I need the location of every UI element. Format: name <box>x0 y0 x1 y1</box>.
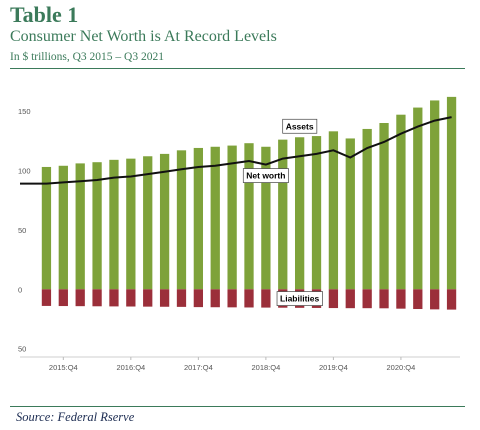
assets-bar <box>126 158 136 290</box>
assets-bar <box>311 136 322 290</box>
chart-area: 150 100 50 0 50 2015:Q4 2016:Q4 2017:Q4 2018:Q4… <box>10 77 466 389</box>
liabilities-bar <box>244 289 254 308</box>
liabilities-bar <box>261 289 271 308</box>
callout-box <box>242 168 289 183</box>
x-tick-label: 2018:Q4 <box>251 363 280 372</box>
assets-bar <box>143 156 153 290</box>
callout-box <box>282 118 318 134</box>
liabilities-bar <box>92 289 102 307</box>
assets-bar <box>109 159 119 290</box>
x-tick-label: 2020:Q4 <box>387 363 416 372</box>
assets-bar <box>193 147 204 290</box>
chart-svg: 150 100 50 0 50 2015:Q4 2016:Q4 2017:Q4 2018:Q4… <box>18 96 460 372</box>
assets-bar <box>92 162 102 290</box>
callout-label: Net worth <box>246 171 285 181</box>
liabilities-bar <box>430 289 440 310</box>
assets-bar <box>328 131 339 290</box>
y-tick-label: 50 <box>18 345 26 354</box>
assets-bar <box>430 100 440 290</box>
assets-bar <box>227 145 237 290</box>
liabilities-bar <box>193 289 204 308</box>
liabilities-bar <box>345 289 355 309</box>
top-rule <box>10 68 465 69</box>
chart-subtitle: Consumer Net Worth is At Record Levels <box>10 28 277 45</box>
bar-series <box>41 96 457 310</box>
assets-bar <box>396 114 406 290</box>
x-tick-label: 2016:Q4 <box>116 363 145 372</box>
callout-box <box>276 291 323 306</box>
callout-label: Liabilities <box>280 294 319 304</box>
assets-bar <box>446 96 457 290</box>
table-title: Table 1 <box>10 2 79 27</box>
liabilities-bar <box>227 289 237 308</box>
liabilities-bar <box>143 289 153 307</box>
assets-bar <box>379 123 389 290</box>
liabilities-bar <box>396 289 406 309</box>
x-tick-label: 2015:Q4 <box>49 363 78 372</box>
source-note: Source: Federal Rserve <box>16 410 135 424</box>
liabilities-bar <box>159 289 170 307</box>
y-tick-label: 150 <box>18 107 31 116</box>
assets-bar <box>278 139 288 290</box>
liabilities-bar <box>176 289 187 307</box>
y-axis: 150 100 50 0 50 <box>18 107 31 354</box>
assets-bar <box>362 128 372 290</box>
liabilities-bar <box>126 289 136 307</box>
liabilities-bar <box>41 289 52 306</box>
liabilities-bar <box>109 289 119 307</box>
y-tick-label: 100 <box>18 167 31 176</box>
x-tick-label: 2017:Q4 <box>184 363 213 372</box>
assets-bar <box>413 107 423 290</box>
net-worth-series <box>20 116 452 185</box>
liabilities-bar <box>413 289 423 310</box>
y-tick-label: 50 <box>18 226 26 235</box>
assets-bar <box>41 166 52 290</box>
liabilities-bar <box>446 289 457 310</box>
assets-bar <box>75 163 85 290</box>
liabilities-bar <box>362 289 372 309</box>
x-axis: 2015:Q4 2016:Q4 2017:Q4 2018:Q4 2019:Q4 2020:… <box>20 356 460 372</box>
units-caption: In $ trillions, Q3 2015 – Q3 2021 <box>10 51 164 63</box>
assets-bar <box>58 165 68 290</box>
liabilities-bar <box>75 289 85 307</box>
assets-bar <box>210 146 220 290</box>
liabilities-bar <box>58 289 68 307</box>
x-tick-label: 2019:Q4 <box>319 363 348 372</box>
liabilities-bar <box>210 289 220 308</box>
assets-bar <box>345 138 355 290</box>
assets-bar <box>159 153 170 290</box>
assets-bar <box>261 146 271 290</box>
liabilities-bar <box>328 289 339 309</box>
bottom-rule <box>10 406 465 407</box>
assets-bar <box>244 143 254 290</box>
callouts: Assets Net worth Liabilities <box>242 118 323 306</box>
assets-bar <box>294 137 305 290</box>
y-tick-label: 0 <box>18 285 22 294</box>
net-worth-line <box>20 116 452 185</box>
liabilities-bar <box>379 289 389 309</box>
assets-bar <box>176 150 187 290</box>
callout-label: Assets <box>286 121 314 131</box>
